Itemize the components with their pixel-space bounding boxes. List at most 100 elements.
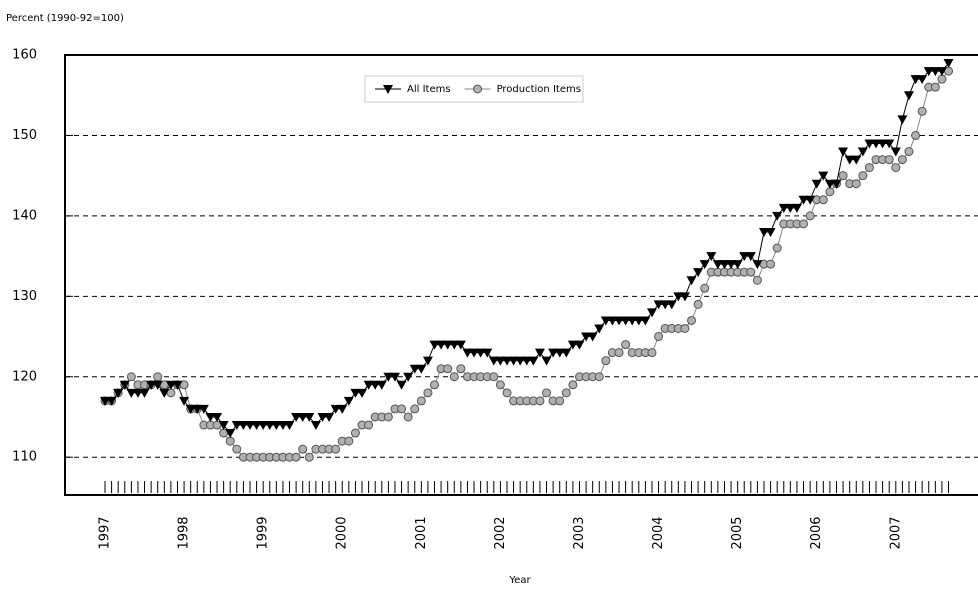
point [383,412,393,422]
point [436,340,447,350]
point [646,308,657,318]
x-tick-label: 2007 [888,516,903,549]
point [403,412,413,422]
point [423,388,433,398]
point [600,316,611,326]
point [304,412,315,422]
point [455,340,466,350]
point [943,59,954,69]
point [772,243,782,253]
point [475,348,486,358]
point [621,340,631,350]
point [119,380,130,390]
point [350,428,360,438]
point [752,260,763,270]
legend-label: All Items [407,84,451,95]
point [198,404,209,414]
point [871,139,882,149]
point [330,404,341,414]
point [851,179,861,189]
point [528,356,539,366]
point [712,260,723,270]
point [653,300,664,310]
y-tick-label: 150 [12,128,37,143]
point [594,372,604,382]
point [666,300,677,310]
point [153,372,163,382]
point [482,348,493,358]
point [534,348,545,358]
x-tick-label: 2004 [651,516,666,549]
point [772,211,783,221]
point [501,356,512,366]
legend-marker [383,85,393,94]
x-tick-label: 2005 [730,516,745,549]
point [449,340,460,350]
point [567,340,578,350]
point [680,323,690,333]
point [515,356,526,366]
point [126,372,136,382]
y-tick-label: 130 [12,289,37,304]
point [818,195,828,205]
point [581,332,592,342]
point [363,380,374,390]
x-tick-label: 2002 [493,516,508,549]
point [317,412,328,422]
point [686,276,697,286]
point [205,412,216,422]
point [430,380,439,390]
point [251,421,262,431]
point [324,412,335,422]
point [152,380,163,390]
point [244,421,255,431]
y-tick-label: 120 [12,369,37,384]
point [614,316,625,326]
point [818,171,829,181]
point [791,203,802,213]
point [442,340,453,350]
point [542,388,552,398]
point [462,348,473,358]
point [917,106,927,116]
point [824,179,835,189]
x-tick-label: 1997 [98,516,113,549]
y-tick-label: 160 [12,48,37,63]
point [337,404,348,414]
point [396,380,407,390]
x-axis-label: Year [508,575,531,586]
point [923,67,934,77]
point [654,332,664,342]
point [298,444,308,454]
point [192,404,203,414]
point [633,316,644,326]
point [126,388,137,398]
point [587,332,598,342]
point [106,396,117,406]
point [383,372,394,382]
point [831,179,842,189]
series-line [105,62,949,434]
point [891,163,901,173]
point [449,372,459,382]
point [521,356,532,366]
point [844,155,855,165]
point [838,171,848,181]
point [614,348,624,358]
legend-box [364,75,584,103]
point [409,364,420,374]
point [660,300,671,310]
point [554,348,565,358]
point [699,260,710,270]
point [422,356,433,366]
y-axis-label: Percent (1990-92=100) [6,13,124,24]
point [331,444,341,454]
point [897,115,908,125]
point [897,155,907,165]
point [185,404,196,414]
point [936,67,947,77]
point [370,380,381,390]
point [647,348,657,358]
point [258,421,269,431]
point [917,75,928,85]
